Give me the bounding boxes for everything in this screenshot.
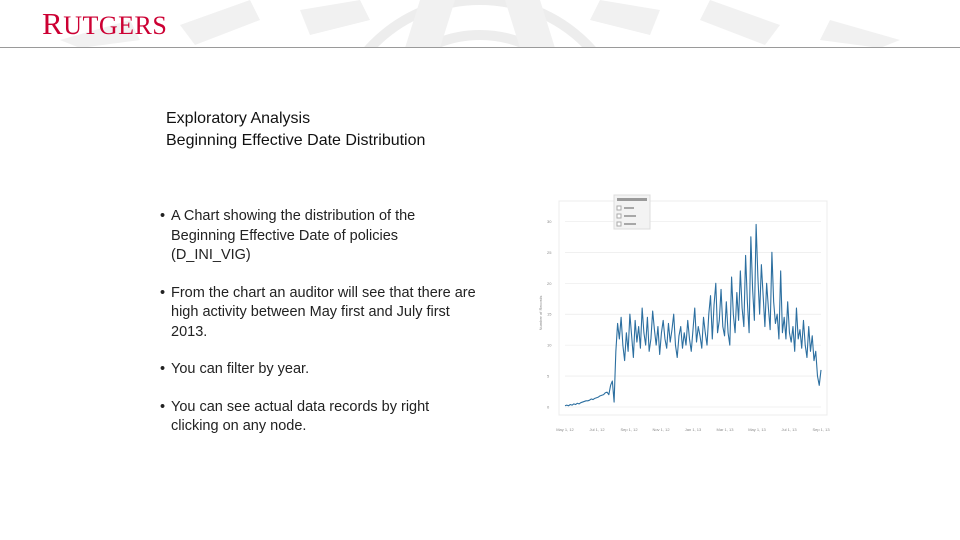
y-axis-label: Number of Records	[538, 296, 543, 331]
x-tick-label: May 1, 12	[556, 427, 574, 432]
x-tick-label: May 1, 13	[748, 427, 766, 432]
y-tick-label: 30	[547, 219, 552, 224]
slide-title: Exploratory Analysis Beginning Effective…	[166, 108, 425, 152]
y-tick-label: 10	[547, 343, 552, 348]
logo-initial: R	[42, 6, 64, 41]
x-tick-label: Mar 1, 13	[717, 427, 735, 432]
bullet-marker: •	[160, 361, 166, 377]
slide-title-line-1: Exploratory Analysis	[166, 110, 311, 127]
x-tick-label: Sep 1, 13	[812, 427, 830, 432]
bullet-marker: •	[160, 208, 166, 224]
grid-layer	[565, 221, 821, 408]
x-tick-labels: May 1, 12 Jul 1, 12 Sep 1, 12 Nov 1, 12 Jan …	[556, 427, 830, 432]
chart-svg[interactable]: Number of Records 0 5 10 15 20 25 30 May 1, 12…	[533, 193, 830, 435]
bullet-text: You can filter by year.	[171, 361, 310, 377]
y-tick-label: 5	[547, 374, 550, 379]
x-tick-label: Jan 1, 13	[685, 427, 702, 432]
bullet-marker: •	[160, 398, 166, 415]
y-tick-label: 25	[547, 250, 552, 255]
rutgers-logo[interactable]: RUTGERS	[42, 8, 168, 41]
y-tick-label: 0	[547, 405, 550, 410]
slide-title-line-2: Beginning Effective Date Distribution	[166, 132, 426, 149]
y-tick-labels: 0 5 10 15 20 25 30	[547, 219, 552, 410]
bullet-list: • A Chart showing the distribution of th…	[160, 207, 480, 455]
header-band: RUTGERS	[0, 0, 960, 48]
plot-area	[558, 200, 828, 416]
x-tick-label: Sep 1, 12	[620, 427, 638, 432]
seal-watermark	[60, 0, 900, 48]
header-divider	[0, 47, 960, 48]
x-tick-label: Jul 1, 13	[781, 427, 797, 432]
legend-entry-glyph	[624, 223, 636, 225]
legend-checkbox[interactable]	[616, 221, 622, 227]
bullet-text: A Chart showing the distribution of the …	[171, 208, 416, 263]
bullet-item: • From the chart an auditor will see tha…	[160, 284, 480, 343]
bullet-item: • You can see actual data records by rig…	[160, 398, 480, 437]
bullet-text: From the chart an auditor will see that …	[171, 284, 476, 340]
date-distribution-chart[interactable]: Number of Records 0 5 10 15 20 25 30 May 1, 12…	[533, 193, 830, 435]
logo-rest: UTGERS	[63, 11, 168, 40]
legend-entry-glyph	[624, 207, 634, 209]
legend-checkbox[interactable]	[616, 205, 622, 211]
x-tick-label: Jul 1, 12	[589, 427, 605, 432]
bullet-marker: •	[160, 284, 166, 301]
bullet-item: • You can filter by year.	[160, 360, 480, 380]
bullet-text: You can see actual data records by right…	[171, 398, 430, 435]
bullet-item: • A Chart showing the distribution of th…	[160, 207, 480, 266]
chart-legend[interactable]	[613, 194, 651, 230]
legend-header-glyph	[617, 198, 647, 201]
legend-entry-glyph	[624, 215, 636, 217]
y-tick-label: 20	[547, 281, 552, 286]
legend-checkbox[interactable]	[616, 213, 622, 219]
logo-text: RUTGERS	[42, 8, 168, 40]
x-tick-label: Nov 1, 12	[652, 427, 670, 432]
series-line[interactable]	[564, 223, 822, 407]
y-tick-label: 15	[547, 312, 552, 317]
